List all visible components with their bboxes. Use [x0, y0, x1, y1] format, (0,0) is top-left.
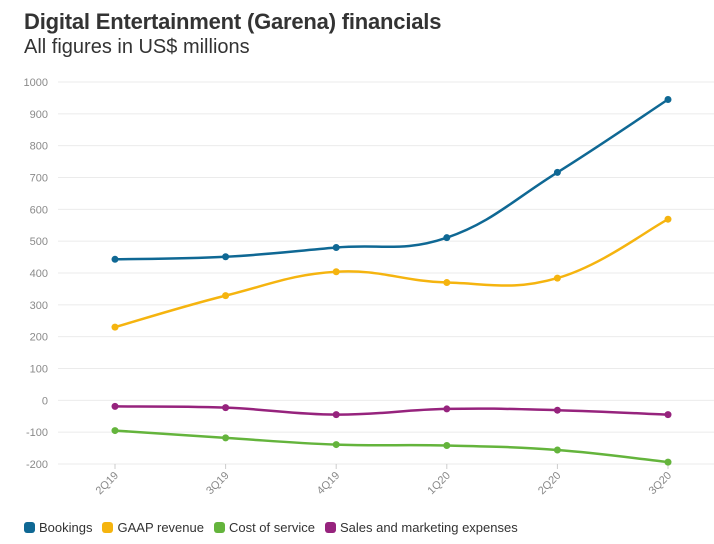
data-point[interactable]: [111, 323, 119, 331]
data-point[interactable]: [443, 279, 451, 287]
y-tick-label: 800: [30, 141, 48, 153]
data-point[interactable]: [443, 442, 451, 450]
data-point[interactable]: [664, 458, 672, 466]
legend-label: Sales and marketing expenses: [339, 520, 518, 535]
grid-lines: [58, 81, 714, 465]
data-point[interactable]: [332, 441, 340, 449]
y-tick-label: -200: [26, 459, 48, 471]
legend: Bookings GAAP revenue Cost of service Sales…: [24, 520, 518, 535]
data-point[interactable]: [332, 244, 340, 252]
data-point[interactable]: [553, 274, 561, 282]
data-point[interactable]: [553, 446, 561, 454]
x-axis: 2Q19 3Q19 4Q19 1Q20 2Q20 3Q20: [94, 464, 675, 498]
data-point[interactable]: [443, 405, 451, 413]
x-tick-label: 2Q19: [94, 470, 122, 498]
data-point[interactable]: [664, 411, 672, 419]
x-tick-label: 3Q20: [647, 470, 675, 498]
legend-item-cost-of-service[interactable]: Cost of service: [213, 520, 315, 535]
x-tick-label: 1Q20: [425, 470, 453, 498]
legend-swatch: [324, 522, 336, 533]
y-tick-label: 700: [30, 173, 48, 185]
legend-item-gaap-revenue[interactable]: GAAP revenue: [102, 520, 204, 535]
y-tick-label: 200: [30, 332, 48, 344]
legend-swatch: [213, 522, 225, 533]
data-point[interactable]: [443, 234, 451, 242]
data-point[interactable]: [553, 168, 561, 176]
data-point[interactable]: [222, 434, 230, 442]
data-point[interactable]: [222, 292, 230, 300]
legend-swatch: [102, 522, 114, 533]
y-tick-label: 500: [30, 236, 48, 248]
series-line-cost-of-service: [113, 429, 670, 464]
legend-label: Bookings: [39, 520, 93, 535]
series-line-gaap-revenue: [113, 217, 670, 329]
y-tick-label: -100: [26, 427, 48, 439]
data-point[interactable]: [332, 411, 340, 419]
legend-swatch: [24, 522, 35, 533]
data-point[interactable]: [111, 402, 119, 410]
x-tick-label: 4Q19: [315, 470, 343, 498]
legend-label: Cost of service: [228, 520, 315, 535]
x-tick-label: 3Q19: [204, 470, 232, 498]
data-point[interactable]: [222, 253, 230, 261]
data-point[interactable]: [111, 255, 119, 263]
y-tick-label: 400: [30, 268, 48, 280]
chart-title: Digital Entertainment (Garena) financial…: [24, 9, 442, 34]
data-point[interactable]: [111, 427, 119, 435]
y-tick-label: 1000: [24, 77, 48, 89]
legend-label: GAAP revenue: [117, 520, 204, 535]
data-point[interactable]: [553, 406, 561, 414]
data-point[interactable]: [222, 404, 230, 412]
y-tick-label: 100: [30, 364, 48, 376]
y-tick-label: 0: [42, 395, 48, 407]
series-lines: [113, 98, 670, 464]
y-tick-label: 600: [30, 204, 48, 216]
legend-item-sales-and-marketing-expenses[interactable]: Sales and marketing expenses: [324, 520, 518, 535]
series-line-bookings: [113, 98, 670, 261]
x-tick-label: 2Q20: [536, 470, 564, 498]
chart-subtitle: All figures in US$ millions: [24, 36, 250, 58]
data-point[interactable]: [332, 268, 340, 276]
series-points: [111, 96, 672, 466]
series-line-sales-and-marketing-expenses: [113, 405, 670, 416]
data-point[interactable]: [664, 215, 672, 223]
y-tick-label: 300: [30, 300, 48, 312]
legend-item-bookings[interactable]: Bookings: [24, 520, 92, 535]
y-tick-label: 900: [30, 109, 48, 121]
data-point[interactable]: [664, 96, 672, 104]
